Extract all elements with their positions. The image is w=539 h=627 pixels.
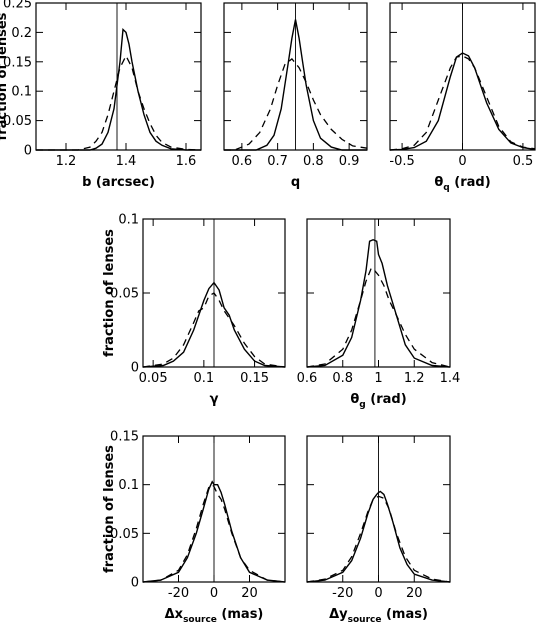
x-tick-label: 0 — [458, 154, 466, 169]
x-tick-label: 20 — [406, 586, 423, 601]
y-axis-label: fraction of lenses — [102, 445, 117, 573]
x-tick-label: 0 — [210, 586, 218, 601]
x-axis-label: q — [291, 175, 300, 190]
y-axis-label: fraction of lenses — [102, 229, 117, 357]
panel-dy_source: -20 0 20 Δysource (mas) — [306, 435, 451, 625]
series-solid-line — [389, 52, 536, 151]
x-axis-label: θq (rad) — [434, 175, 490, 193]
y-tick-label: 0 — [131, 361, 139, 376]
y-tick-label: 0.2 — [11, 26, 32, 41]
panel-theta_q: -0.5 0 0.5 θq (rad) — [389, 2, 536, 193]
panel-q: 0.6 0.7 0.8 0.9 q — [223, 2, 368, 190]
x-tick-label: -20 — [332, 586, 353, 601]
y-tick-label: 0.25 — [3, 0, 32, 12]
y-tick-label: 0 — [131, 576, 139, 591]
y-tick-label: 0.05 — [3, 114, 32, 129]
plot-frame — [306, 218, 451, 368]
x-tick-label: 1.2 — [404, 371, 425, 386]
y-axis-label: fraction of lenses — [0, 12, 10, 140]
series-solid-line — [306, 238, 451, 368]
x-axis-label: b (arcsec) — [82, 175, 155, 190]
panel-theta_g: 0.6 0.8 1 1.2 1.4 θg (rad) — [297, 218, 461, 410]
y-tick-label: 0.1 — [118, 478, 139, 493]
series-dashed-line — [142, 292, 286, 368]
panel-b: 1.2 1.4 1.6 0 0.05 0.1 0.15 0.2 0.25 b (arcsec) fr… — [0, 0, 202, 190]
series-dashed-line — [36, 54, 202, 151]
x-tick-label: 0 — [374, 586, 382, 601]
series-solid-line — [142, 281, 286, 368]
series-dashed-line — [306, 495, 451, 583]
x-tick-label: 0.6 — [297, 371, 318, 386]
x-tick-label: 0.7 — [267, 154, 288, 169]
y-tick-label: 0.1 — [11, 85, 32, 100]
x-tick-label: 1.4 — [116, 154, 137, 169]
x-tick-label: 0.9 — [339, 154, 360, 169]
x-tick-label: 1 — [374, 371, 382, 386]
x-tick-label: 1.4 — [440, 371, 461, 386]
x-axis-label: θg (rad) — [350, 392, 406, 410]
x-axis-label: γ — [210, 392, 219, 407]
series-dashed-line — [389, 55, 536, 151]
x-tick-label: 0.1 — [194, 371, 215, 386]
x-tick-label: 0.05 — [139, 371, 168, 386]
x-tick-label: 1.6 — [176, 154, 197, 169]
y-tick-label: 0.15 — [3, 55, 32, 70]
x-tick-label: 1.2 — [56, 154, 77, 169]
y-tick-label: 0.05 — [110, 287, 139, 302]
series-solid-line — [36, 27, 201, 151]
series-dashed-line — [142, 483, 286, 583]
x-tick-label: 20 — [241, 586, 258, 601]
y-tick-label: 0.1 — [118, 213, 139, 228]
panel-dx_source: -20 0 20 0 0.05 0.1 0.15 Δxsource (mas) fraction… — [102, 430, 286, 625]
x-tick-label: 0.6 — [232, 154, 253, 169]
plot-frame — [35, 2, 202, 151]
series-dashed-line — [306, 266, 451, 368]
x-axis-label: Δysource (mas) — [329, 607, 428, 625]
x-tick-label: 0.5 — [513, 154, 534, 169]
x-tick-label: -20 — [168, 586, 189, 601]
series-solid-line — [306, 490, 451, 583]
x-tick-label: 0.8 — [303, 154, 324, 169]
x-tick-label: -0.5 — [389, 154, 414, 169]
series-solid-line — [224, 19, 367, 151]
y-tick-label: 0.15 — [110, 430, 139, 445]
series-solid-line — [142, 480, 286, 583]
y-tick-label: 0.05 — [110, 527, 139, 542]
x-axis-label: Δxsource (mas) — [165, 607, 264, 625]
x-tick-label: 0.15 — [240, 371, 269, 386]
x-tick-label: 0.8 — [332, 371, 353, 386]
y-tick-label: 0 — [24, 144, 32, 159]
